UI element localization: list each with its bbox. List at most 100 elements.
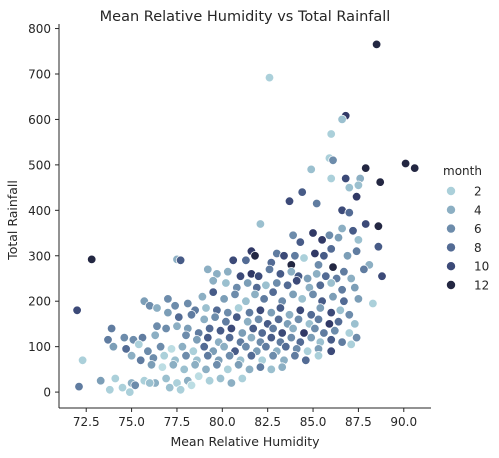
scatter-point	[242, 317, 253, 327]
scatter-point	[299, 253, 309, 263]
chart-title: Mean Relative Humidity vs Total Rainfall	[100, 9, 391, 25]
scatter-point	[306, 310, 316, 320]
legend-label: 2	[474, 185, 482, 199]
scatter-point	[268, 287, 278, 297]
scatter-point	[328, 292, 338, 302]
scatter-point	[317, 235, 327, 245]
scatter-point	[226, 323, 237, 334]
scatter-point	[257, 328, 267, 338]
scatter-point	[150, 330, 160, 341]
scatter-point	[313, 314, 324, 325]
scatter-point	[344, 182, 355, 193]
scatter-point	[130, 380, 140, 391]
x-axis-label: Mean Relative Humidity	[170, 434, 320, 449]
scatter-point	[292, 276, 302, 286]
scatter-point	[284, 196, 295, 206]
scatter-point	[135, 355, 146, 366]
scatter-point	[346, 339, 356, 350]
scatter-point	[163, 294, 173, 304]
scatter-point	[350, 282, 360, 293]
scatter-point	[119, 332, 130, 343]
scatter-point	[339, 296, 349, 306]
scatter-point	[255, 305, 266, 316]
scatter-point	[264, 264, 275, 275]
scatter-point	[215, 373, 226, 384]
scatter-point	[335, 305, 346, 316]
scatter-point	[359, 264, 369, 275]
x-tick-label: 77.5	[164, 415, 191, 429]
scatter-point	[152, 303, 162, 313]
scatter-point	[368, 298, 378, 309]
scatter-point	[219, 294, 229, 304]
legend-label: 12	[474, 279, 489, 293]
scatter-point	[179, 364, 189, 375]
scatter-point	[228, 255, 238, 265]
scatter-point	[105, 385, 115, 395]
scatter-point	[244, 364, 255, 375]
scatter-point	[226, 378, 237, 388]
scatter-point	[272, 278, 282, 288]
scatter-point	[351, 246, 362, 256]
scatter-point	[302, 273, 313, 284]
scatter-point	[297, 187, 307, 197]
scatter-point	[313, 260, 324, 270]
x-tick-label: 90.0	[390, 415, 417, 429]
scatter-point	[259, 294, 269, 304]
scatter-point	[193, 371, 204, 381]
scatter-point	[255, 362, 266, 372]
scatter-point	[203, 351, 213, 361]
scatter-point	[286, 332, 297, 343]
scatter-point	[351, 191, 362, 202]
scatter-point	[208, 276, 218, 286]
scatter-point	[282, 280, 293, 291]
scatter-point	[152, 321, 162, 331]
scatter-point	[172, 321, 182, 331]
scatter-point	[186, 380, 197, 391]
scatter-point	[324, 319, 335, 329]
scatter-point	[344, 207, 355, 218]
scatter-point	[74, 381, 84, 392]
scatter-point	[72, 305, 82, 316]
x-tick-label: 80.0	[209, 415, 236, 429]
scatter-point	[410, 163, 420, 173]
scatter-point	[183, 298, 193, 309]
scatter-point	[290, 351, 300, 361]
scatter-point	[275, 303, 286, 313]
scatter-point	[284, 310, 295, 320]
scatter-point	[126, 351, 137, 361]
scatter-point	[161, 373, 171, 384]
scatter-point	[197, 292, 208, 302]
x-tick-label: 85.0	[300, 415, 327, 429]
scatter-point	[326, 129, 336, 139]
scatter-point	[192, 335, 202, 345]
y-axis-label: Total Rainfall	[5, 180, 20, 261]
scatter-point	[288, 323, 298, 334]
scatter-point	[361, 163, 371, 173]
scatter-point	[212, 360, 222, 370]
scatter-point	[288, 230, 298, 241]
scatter-point	[86, 254, 97, 265]
scatter-point	[293, 314, 304, 325]
legend-marker	[445, 242, 456, 253]
data-points	[72, 39, 420, 397]
scatter-point	[208, 287, 218, 297]
scatter-point	[373, 221, 384, 231]
x-tick-label: 75.0	[118, 415, 145, 429]
scatter-point	[302, 346, 313, 356]
scatter-point	[281, 342, 291, 352]
scatter-point	[146, 360, 157, 370]
scatter-point	[266, 332, 277, 343]
scatter-point	[253, 271, 264, 281]
scatter-point	[168, 360, 179, 370]
scatter-point	[108, 342, 119, 352]
scatter-point	[295, 305, 306, 316]
scatter-point	[326, 335, 336, 345]
y-tick-label: 300	[28, 249, 51, 263]
y-tick-label: 400	[28, 204, 51, 218]
scatter-point	[264, 72, 275, 83]
scatter-point	[297, 294, 307, 304]
scatter-point	[204, 376, 215, 386]
y-tick-label: 500	[28, 158, 51, 172]
scatter-point	[344, 328, 355, 338]
